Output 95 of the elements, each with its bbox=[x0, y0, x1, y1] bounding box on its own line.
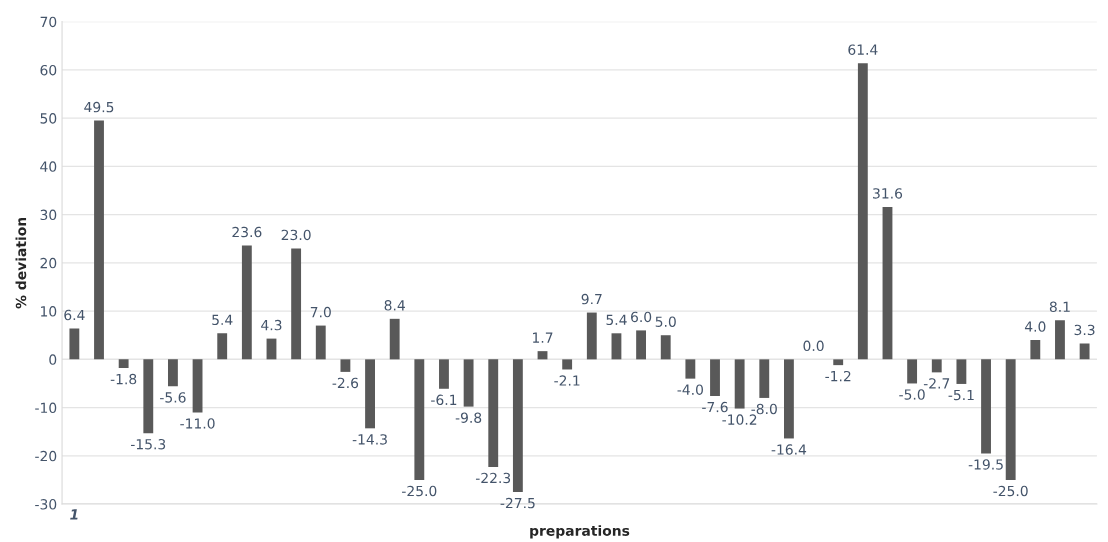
data-label: -11.0 bbox=[180, 418, 215, 429]
data-label: -19.5 bbox=[968, 459, 1003, 470]
y-tick-label: 60 bbox=[40, 64, 57, 76]
data-label: 31.6 bbox=[873, 188, 903, 199]
y-tick-label: -10 bbox=[35, 402, 57, 414]
data-label: -15.3 bbox=[131, 438, 166, 450]
data-label: -2.7 bbox=[923, 378, 950, 389]
bar bbox=[931, 359, 942, 373]
data-label: -7.6 bbox=[702, 401, 728, 413]
data-label: 5.0 bbox=[655, 316, 676, 327]
bar bbox=[439, 359, 449, 389]
bar bbox=[685, 359, 696, 379]
bar bbox=[783, 359, 794, 439]
bar bbox=[710, 359, 720, 397]
data-label: -1.2 bbox=[825, 370, 851, 382]
data-label: -8.0 bbox=[751, 403, 777, 415]
bar bbox=[168, 359, 178, 387]
y-tick-label: 20 bbox=[40, 257, 57, 269]
bar bbox=[315, 325, 326, 360]
data-label: 9.7 bbox=[581, 293, 602, 305]
data-label: -25.0 bbox=[993, 485, 1028, 497]
bar bbox=[660, 335, 671, 360]
bar bbox=[118, 359, 129, 369]
data-label: -9.8 bbox=[455, 412, 482, 423]
bar bbox=[759, 359, 770, 398]
data-label: 3.3 bbox=[1074, 324, 1095, 336]
data-label: -5.0 bbox=[899, 389, 925, 400]
bar bbox=[463, 359, 474, 407]
data-label: -10.2 bbox=[722, 414, 757, 425]
data-label: -2.1 bbox=[554, 375, 580, 386]
bar bbox=[217, 333, 228, 360]
bar bbox=[241, 245, 252, 360]
data-label: 7.0 bbox=[310, 306, 331, 318]
bar bbox=[833, 359, 844, 366]
x-tick-label: 1 bbox=[70, 509, 78, 520]
y-tick-label: 50 bbox=[40, 113, 57, 124]
data-label: -22.3 bbox=[475, 472, 511, 484]
bar bbox=[69, 328, 80, 360]
bar bbox=[586, 312, 597, 360]
bar bbox=[956, 359, 967, 384]
y-tick-label: 30 bbox=[40, 209, 57, 221]
bar bbox=[488, 359, 499, 467]
data-label: 5.4 bbox=[606, 314, 627, 326]
bar bbox=[340, 359, 351, 372]
bar bbox=[882, 206, 893, 360]
bar bbox=[192, 359, 203, 413]
data-label: 6.4 bbox=[64, 309, 85, 321]
bar bbox=[143, 359, 154, 434]
bar bbox=[414, 359, 425, 480]
data-label: -14.3 bbox=[352, 434, 387, 445]
bar bbox=[636, 330, 647, 360]
bar bbox=[1030, 340, 1041, 360]
y-axis-title: % deviation bbox=[15, 217, 27, 309]
data-label: 4.3 bbox=[261, 319, 282, 331]
bar bbox=[1079, 343, 1090, 360]
data-label: 23.0 bbox=[281, 229, 311, 241]
y-tick-label: 70 bbox=[40, 16, 57, 28]
bar bbox=[907, 359, 918, 384]
data-label: -5.1 bbox=[948, 389, 974, 401]
bar bbox=[611, 333, 622, 360]
y-tick-label: -20 bbox=[35, 450, 57, 462]
data-label: -4.0 bbox=[677, 384, 703, 395]
bar bbox=[291, 248, 302, 360]
y-tick-label: -30 bbox=[35, 499, 57, 510]
bar bbox=[1005, 359, 1016, 480]
bar bbox=[857, 63, 868, 360]
data-label: -27.5 bbox=[500, 497, 535, 509]
data-label: 23.6 bbox=[232, 226, 262, 238]
y-tick-label: 40 bbox=[40, 161, 57, 172]
y-tick-label: 10 bbox=[41, 306, 57, 317]
bar bbox=[734, 359, 745, 409]
bar bbox=[389, 318, 400, 360]
data-label: -6.1 bbox=[431, 394, 457, 406]
data-label: 0.0 bbox=[803, 340, 824, 352]
data-label: 1.7 bbox=[533, 332, 553, 343]
bar bbox=[981, 359, 991, 454]
bar bbox=[562, 359, 573, 370]
data-label: 8.4 bbox=[384, 300, 405, 311]
data-label: 49.5 bbox=[84, 101, 114, 113]
data-label: -2.6 bbox=[332, 377, 359, 389]
data-label: 4.0 bbox=[1024, 321, 1046, 332]
data-label: -25.0 bbox=[402, 485, 437, 497]
bar bbox=[94, 120, 104, 360]
bar bbox=[512, 359, 523, 492]
data-label: -1.8 bbox=[110, 373, 137, 385]
data-label: 61.4 bbox=[848, 44, 878, 55]
data-label: 6.0 bbox=[631, 311, 652, 323]
bar bbox=[365, 359, 375, 429]
data-label: 5.4 bbox=[212, 314, 233, 326]
x-axis-title: preparations bbox=[530, 525, 630, 539]
y-tick-label: 0 bbox=[49, 354, 57, 365]
data-label: -16.4 bbox=[771, 444, 807, 455]
bar bbox=[1055, 320, 1065, 360]
data-label: 8.1 bbox=[1049, 301, 1070, 313]
data-label: -5.6 bbox=[160, 392, 186, 403]
